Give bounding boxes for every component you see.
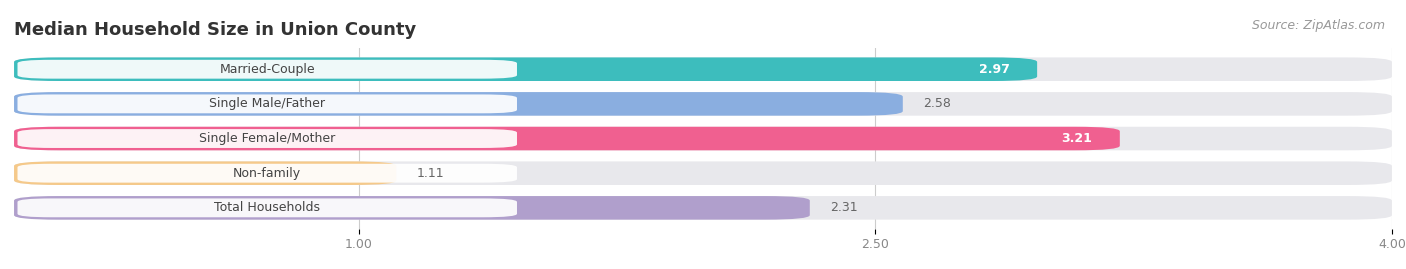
FancyBboxPatch shape — [14, 127, 1392, 150]
FancyBboxPatch shape — [17, 199, 517, 217]
Text: Total Households: Total Households — [214, 201, 321, 214]
Text: 3.21: 3.21 — [1062, 132, 1092, 145]
Text: 2.31: 2.31 — [831, 201, 858, 214]
FancyBboxPatch shape — [14, 161, 1392, 185]
Text: 1.11: 1.11 — [418, 167, 444, 180]
Text: Non-family: Non-family — [233, 167, 301, 180]
Text: Median Household Size in Union County: Median Household Size in Union County — [14, 20, 416, 38]
FancyBboxPatch shape — [14, 92, 1392, 116]
FancyBboxPatch shape — [17, 129, 517, 148]
FancyBboxPatch shape — [14, 57, 1392, 81]
FancyBboxPatch shape — [17, 60, 517, 79]
Text: Single Male/Father: Single Male/Father — [209, 97, 325, 110]
FancyBboxPatch shape — [14, 196, 1392, 220]
FancyBboxPatch shape — [14, 92, 903, 116]
FancyBboxPatch shape — [14, 127, 1119, 150]
FancyBboxPatch shape — [17, 164, 517, 183]
FancyBboxPatch shape — [14, 196, 810, 220]
FancyBboxPatch shape — [17, 94, 517, 113]
Text: 2.97: 2.97 — [979, 63, 1010, 76]
Text: Married-Couple: Married-Couple — [219, 63, 315, 76]
FancyBboxPatch shape — [14, 57, 1038, 81]
FancyBboxPatch shape — [14, 161, 396, 185]
Text: Source: ZipAtlas.com: Source: ZipAtlas.com — [1251, 19, 1385, 32]
Text: Single Female/Mother: Single Female/Mother — [200, 132, 336, 145]
Text: 2.58: 2.58 — [924, 97, 952, 110]
